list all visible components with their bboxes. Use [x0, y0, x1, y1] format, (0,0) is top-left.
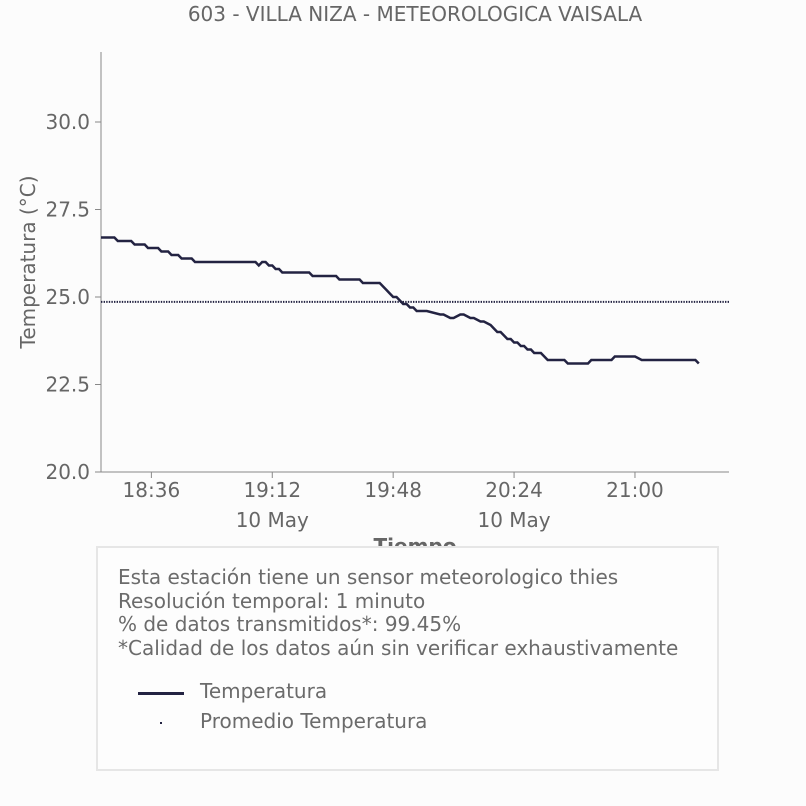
- y-tick-label: 25.0: [45, 285, 90, 309]
- x-tick-date-label: 10 May: [236, 508, 309, 532]
- legend-label-promedio: Promedio Temperatura: [200, 709, 428, 733]
- series-temperatura: [101, 236, 700, 365]
- station-info: Esta estación tiene un sensor meteorolog…: [118, 565, 679, 660]
- info-line-transmitted: % de datos transmitidos*: 99.45%: [118, 612, 462, 636]
- info-line-quality-note: *Calidad de los datos aún sin verificar …: [118, 635, 679, 660]
- y-tick-label: 27.5: [45, 198, 90, 222]
- x-tick-label: 21:00: [606, 478, 664, 502]
- y-tick-label: 22.5: [45, 373, 90, 397]
- y-ticks: 20.0 22.5 25.0 27.5 30.0: [45, 110, 101, 484]
- y-axis-label: Temperatura (°C): [16, 175, 40, 349]
- legend-swatch-solid-line: [138, 692, 184, 695]
- legend-swatch-dot: [160, 722, 162, 724]
- y-tick-label: 20.0: [45, 460, 90, 484]
- x-tick-label: 18:36: [123, 478, 181, 502]
- x-tick-label: 20:24: [485, 478, 543, 502]
- info-line-resolution: Resolución temporal: 1 minuto: [118, 588, 426, 613]
- legend-info-box: Esta estación tiene un sensor meteorolog…: [96, 546, 719, 771]
- x-ticks: 18:36 19:12 10 May 19:48 20:24 10 May 21:00: [123, 472, 664, 532]
- x-tick-date-label: 10 May: [477, 508, 550, 532]
- x-tick-label: 19:48: [364, 478, 422, 502]
- plot-area: 20.0 22.5 25.0 27.5 30.0 18:36 19:12 10 May 19:…: [45, 52, 729, 532]
- legend-label-temperatura: Temperatura: [200, 679, 328, 703]
- chart-title: 603 - VILLA NIZA - METEOROLOGICA VAISALA: [188, 2, 643, 26]
- x-tick-label: 19:12: [243, 478, 301, 502]
- y-tick-label: 30.0: [45, 110, 90, 134]
- info-line-sensor: Esta estación tiene un sensor meteorolog…: [118, 565, 619, 589]
